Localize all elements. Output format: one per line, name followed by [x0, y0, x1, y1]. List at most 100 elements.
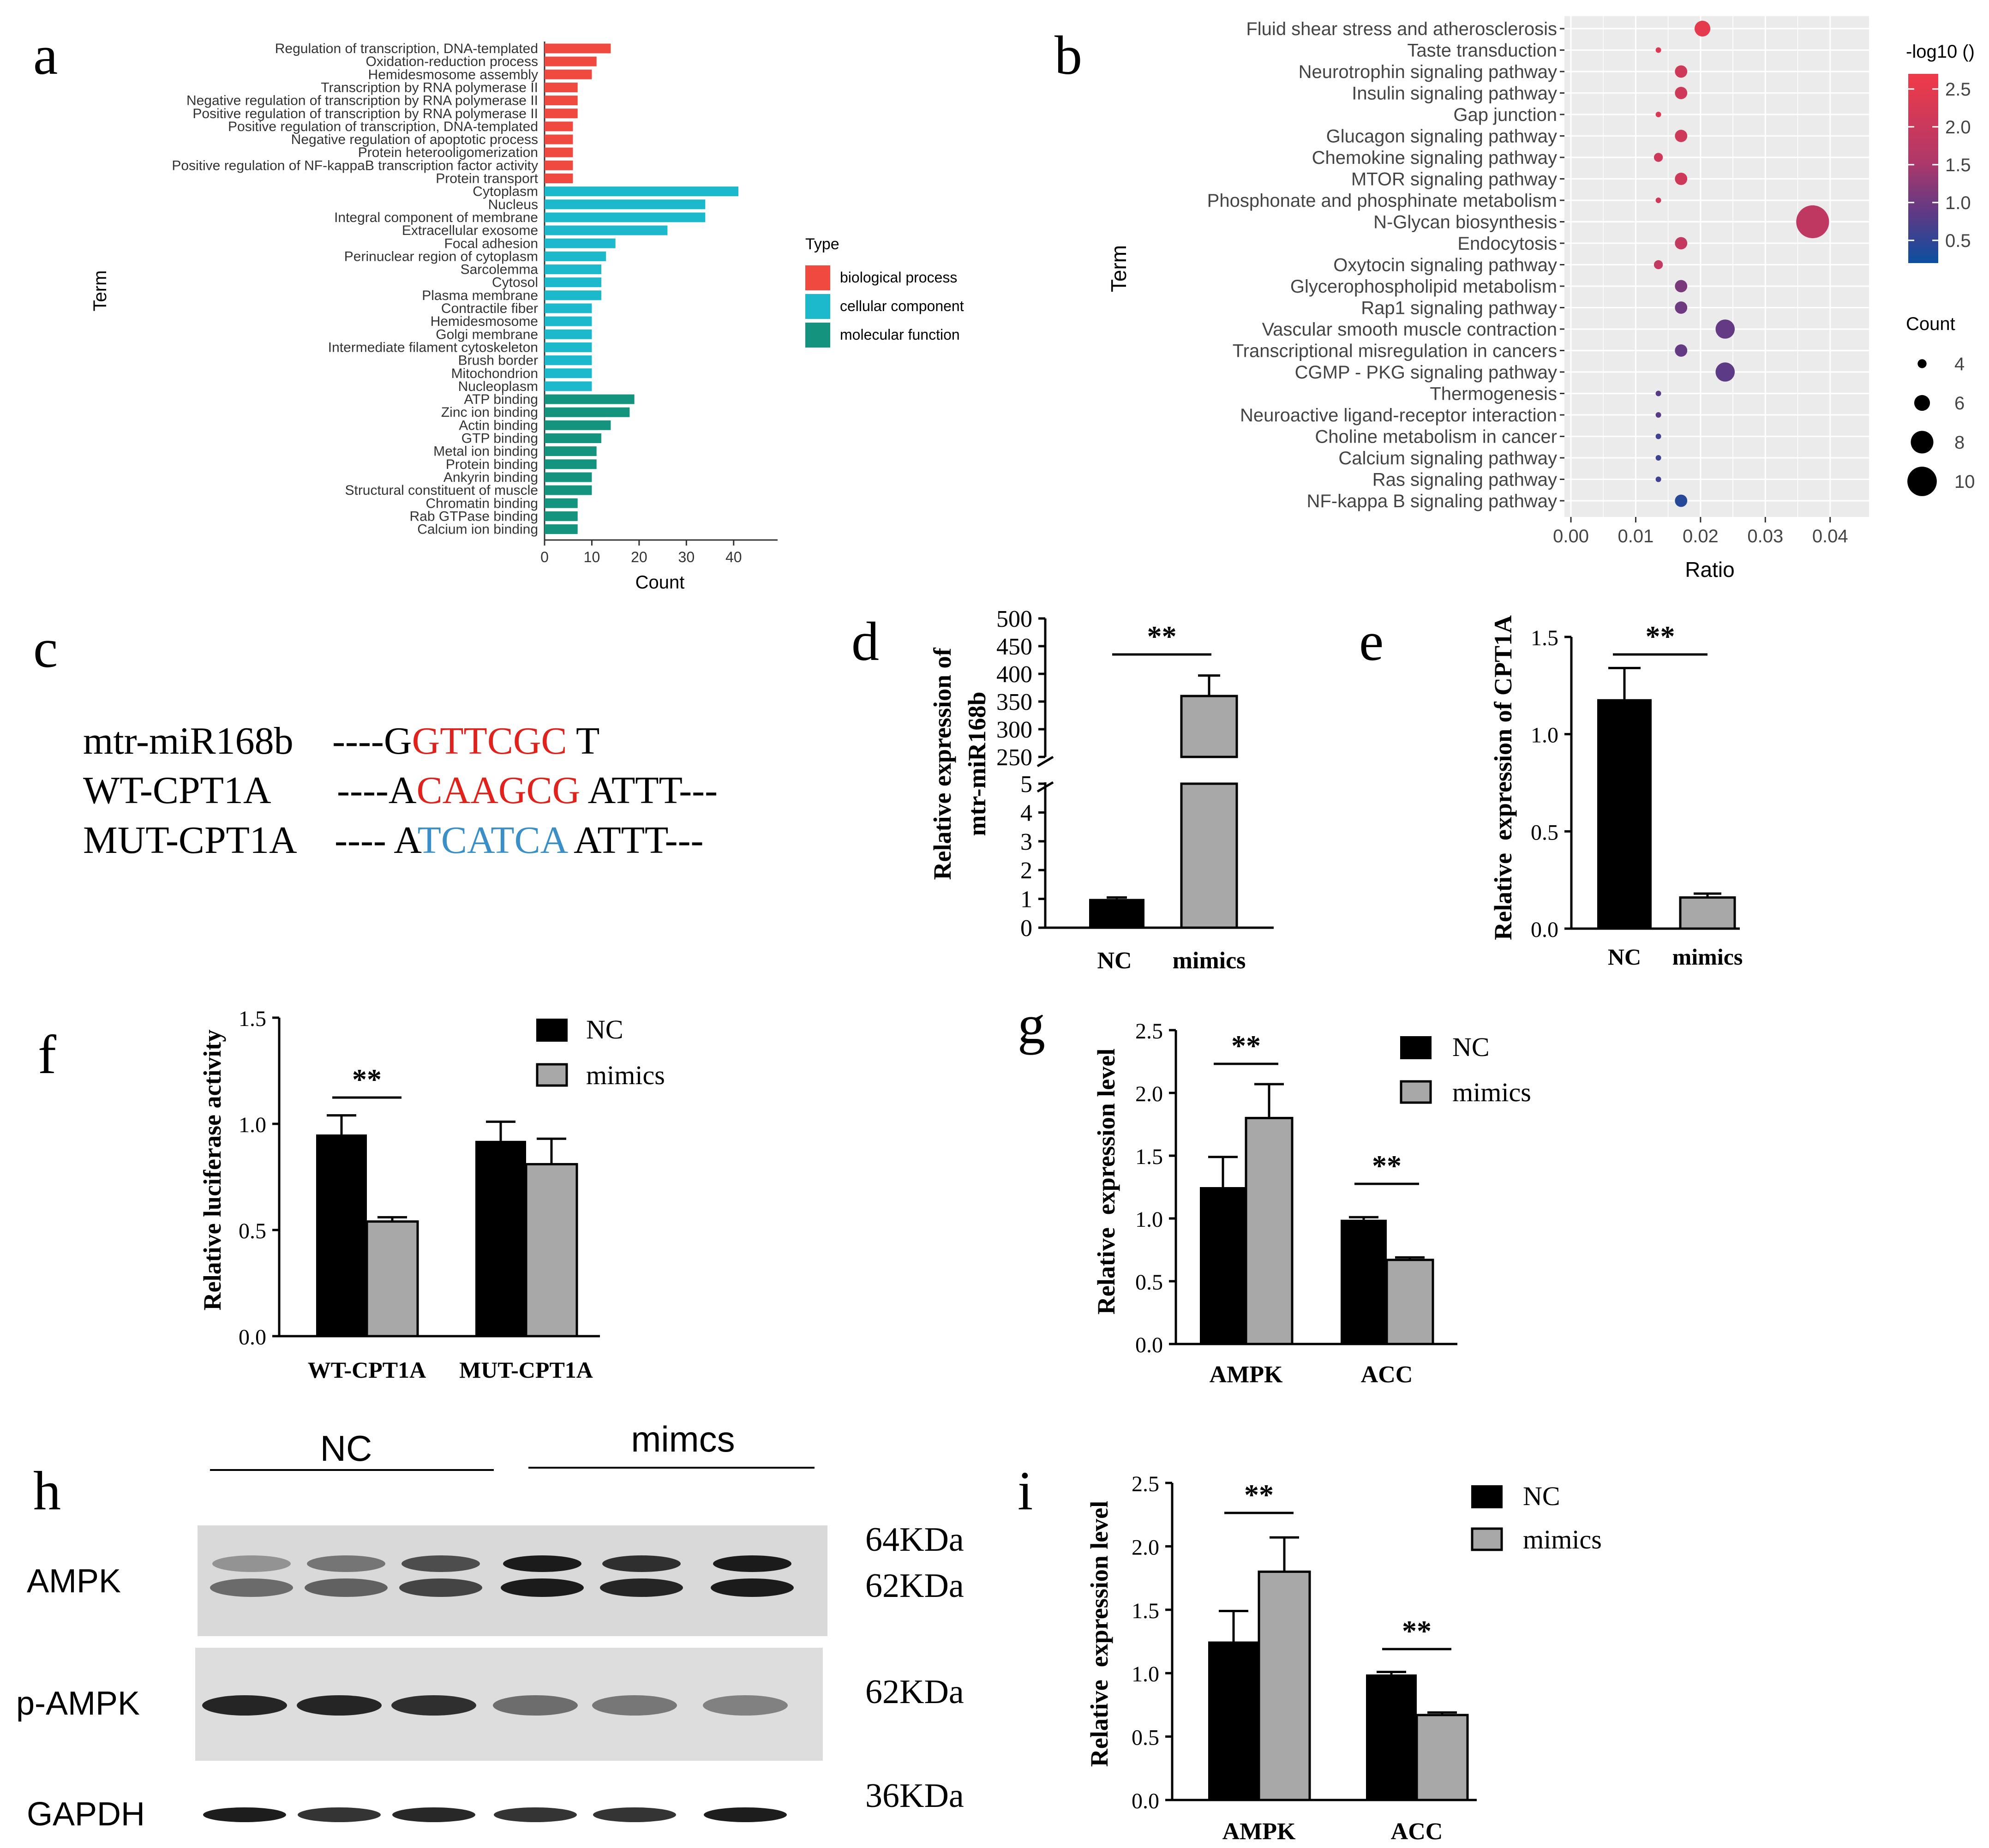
term-label: MTOR signaling pathway: [1351, 169, 1557, 190]
blot-band-ampk-upper: [307, 1555, 385, 1572]
significance-marker: **: [1646, 620, 1675, 653]
colorbar-tick-label: 1.0: [1945, 193, 1971, 213]
term-label: Zinc ion binding: [441, 405, 538, 420]
y-tick-label: 2.5: [1135, 1019, 1163, 1044]
term-label: N-Glycan biosynthesis: [1373, 212, 1557, 233]
blot-group-mimcs: mimcs: [631, 1419, 735, 1459]
panel-letter-f: f: [38, 1024, 56, 1085]
term-label: Nucleus: [488, 197, 538, 212]
panel-letter-h: h: [33, 1460, 61, 1521]
size-legend-dot: [1911, 431, 1934, 454]
blot-band-pampk: [493, 1695, 578, 1716]
mir168b-expression-chart: Relative expression of mtr-miR168b 01 2 3 4…: [929, 606, 1274, 974]
term-label: Contractile fiber: [441, 301, 538, 316]
seq-suffix: T: [567, 720, 600, 762]
term-label: Rab GTPase binding: [410, 509, 539, 524]
x-tick-label: 0.03: [1747, 526, 1783, 546]
legend-bp-swatch: [805, 265, 830, 290]
bar-bp: [545, 134, 573, 144]
term-label: ATP binding: [464, 392, 538, 407]
blot-band-pampk: [592, 1695, 677, 1716]
legend-mimics-label: mimics: [586, 1060, 665, 1090]
y-tick-label: 3: [1020, 829, 1032, 855]
y-tick-label: 0: [1020, 915, 1032, 942]
legend-nc-swatch: [1471, 1485, 1503, 1508]
panel-letter-i: i: [1018, 1460, 1033, 1521]
bar-cc: [545, 316, 592, 326]
bar-bp: [545, 69, 592, 79]
x-category-label: mimics: [1672, 944, 1743, 970]
seq-prefix: ---- A: [335, 819, 422, 862]
blot-row-pampk: p-AMPK: [16, 1685, 140, 1722]
legend-mimics-label: mimics: [1452, 1077, 1531, 1107]
term-label: Chromatin binding: [426, 496, 538, 511]
bar-cc: [545, 355, 592, 366]
blot-band-pampk: [703, 1695, 788, 1716]
bar-cc: [545, 238, 616, 248]
blot-band-pampk: [202, 1695, 287, 1716]
bar-bp: [545, 82, 578, 92]
chart-b-plot-background: [1564, 16, 1869, 517]
ampk-acc-expression-chart-g: Relative expression level NC mimics 0.0 0…: [1092, 1019, 1531, 1388]
term-label: Positive regulation of NF-kappaB transcr…: [172, 158, 538, 173]
bar-cc: [545, 225, 668, 235]
size-legend-label: 6: [1954, 393, 1965, 414]
blot-band-ampk-lower: [210, 1578, 293, 1597]
seq-row-mir168b: mtr-miR168b ----GGTTCGC T: [83, 720, 599, 762]
y-tick-label: 250: [996, 744, 1032, 771]
x-tick-label: 0.02: [1683, 526, 1719, 546]
blot-band-ampk-lower: [711, 1578, 794, 1597]
seq-core: CAAGCG: [417, 769, 581, 812]
y-tick-label: 0.0: [1531, 918, 1558, 942]
bar-mf: [545, 433, 601, 443]
bar-nc: [475, 1140, 526, 1336]
bar-mf: [545, 446, 597, 456]
blot-band-ampk-upper: [602, 1555, 681, 1572]
y-tick-label: 2: [1020, 858, 1032, 884]
y-tick-label: 0.5: [239, 1219, 266, 1243]
term-label: Hemidesmosome assembly: [368, 67, 538, 82]
bar-cc: [545, 329, 592, 339]
term-label: Metal ion binding: [433, 444, 538, 459]
seq-core: GTTCGC: [412, 720, 567, 762]
term-label: Protein heterooligomerization: [358, 145, 538, 160]
blot-row-ampk: AMPK: [27, 1563, 121, 1600]
panel-letter-a: a: [33, 24, 58, 86]
enrichment-dot: [1655, 433, 1661, 439]
enrichment-dot: [1655, 390, 1661, 396]
y-tick-label: 1: [1020, 887, 1032, 913]
term-label: Negative regulation of apoptotic process: [291, 132, 538, 147]
chart-e-ylabel: Relative expression of CPT1A: [1489, 615, 1517, 940]
term-label: NF-kappa B signaling pathway: [1306, 491, 1557, 511]
bar-mimics: [525, 1163, 578, 1338]
chart-g-ylabel: Relative expression level: [1092, 1049, 1120, 1314]
term-label: Fluid shear stress and atherosclerosis: [1246, 19, 1557, 39]
enrichment-dot: [1675, 344, 1688, 357]
term-label: Nucleoplasm: [458, 379, 538, 394]
chart-b-colorbar: [1908, 74, 1938, 263]
enrichment-dot: [1796, 205, 1829, 239]
seq-name: MUT-CPT1A: [83, 819, 297, 862]
bar-nc: [1089, 899, 1144, 928]
enrichment-dot: [1655, 412, 1661, 418]
blot-ampk-membrane: [198, 1525, 827, 1636]
bar-cc: [545, 290, 601, 300]
chart-i-ylabel: Relative expression level: [1085, 1501, 1113, 1767]
blot-size-36kda: 36KDa: [865, 1777, 964, 1815]
term-label: Oxidation-reduction process: [365, 54, 538, 69]
sequence-alignment: mtr-miR168b ----GGTTCGC T WT-CPT1A ----ACA…: [83, 720, 718, 862]
legend-mimics-label: mimics: [1523, 1524, 1602, 1554]
blot-band-gapdh: [704, 1807, 787, 1822]
enrichment-dot: [1675, 494, 1688, 507]
bar-mf: [545, 459, 597, 469]
western-blot: NC mimcs AMPK p-AMPK GAPDH 64KDa 62KDa 6…: [16, 1419, 964, 1833]
enrichment-dot: [1675, 301, 1688, 314]
term-label: Hemidesmosome: [431, 314, 538, 329]
x-tick-label: 0.01: [1618, 526, 1654, 546]
blot-size-62kda-p: 62KDa: [865, 1673, 964, 1711]
legend-cc-label: cellular component: [840, 298, 964, 314]
blot-group-nc: NC: [320, 1428, 372, 1469]
term-label: Cytoplasm: [473, 184, 538, 199]
bar-nc: [316, 1134, 367, 1336]
